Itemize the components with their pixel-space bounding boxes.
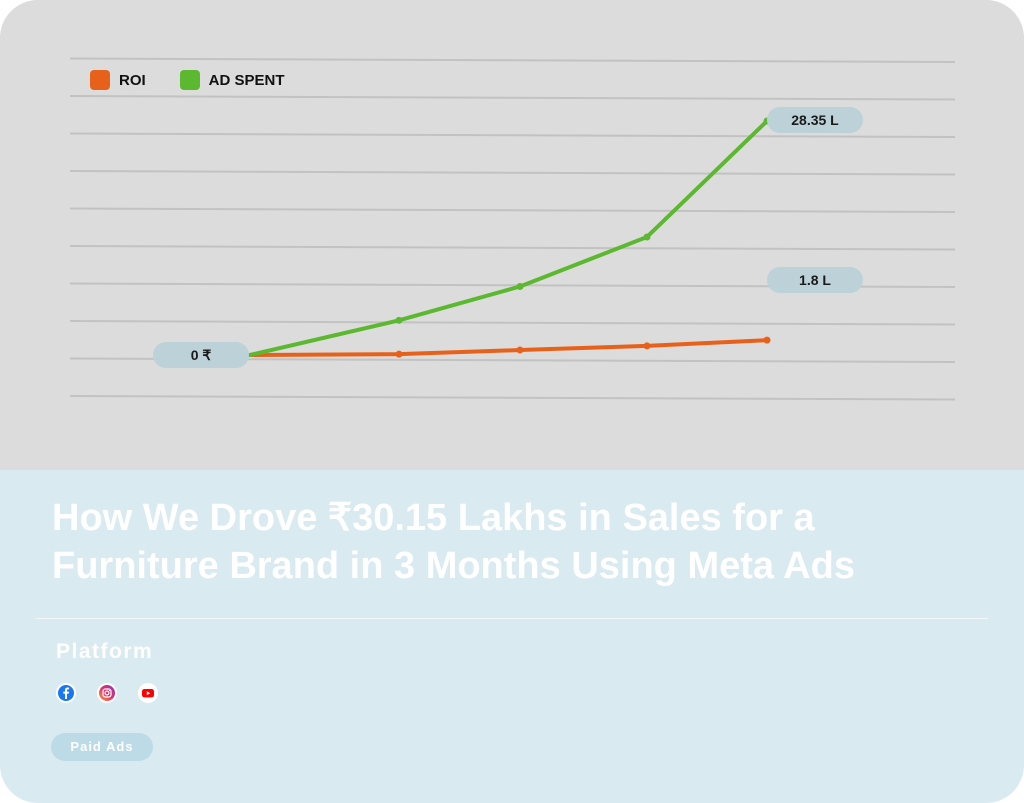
grid-line <box>69 207 956 213</box>
instagram-icon <box>97 683 117 703</box>
case-study-title[interactable]: How We Drove ₹30.15 Lakhs in Sales for a… <box>52 497 855 587</box>
chart-legend: ROI AD SPENT <box>90 70 319 90</box>
legend-swatch-roi <box>90 70 110 90</box>
data-point <box>395 316 403 324</box>
grid-line <box>69 57 956 63</box>
data-label-start: 0 ₹ <box>153 342 249 368</box>
platform-icons <box>56 683 179 703</box>
data-point <box>763 336 771 344</box>
data-label-roi-end: 1.8 L <box>767 267 863 293</box>
category-tag[interactable]: Paid Ads <box>51 733 153 761</box>
legend-label-ad-spent: AD SPENT <box>208 71 285 89</box>
legend-item-ad-spent: AD SPENT <box>179 70 285 90</box>
series-line-ad-spent <box>248 119 769 357</box>
data-label-ad-spent-end: 28.35 L <box>767 107 863 133</box>
grid-line <box>69 320 956 326</box>
line-chart <box>69 57 956 401</box>
facebook-icon <box>56 683 76 703</box>
grid-line <box>69 95 956 101</box>
legend-item-roi: ROI <box>90 70 146 90</box>
card-content: How We Drove ₹30.15 Lakhs in Sales for a… <box>0 470 1024 803</box>
platform-label: Platform <box>56 640 154 663</box>
chart-area: ROI AD SPENT 0 ₹ 28.35 L 1.8 L <box>0 0 1024 470</box>
data-point <box>643 233 651 241</box>
grid-line <box>69 245 956 251</box>
grid-lines <box>69 57 956 401</box>
grid-line <box>69 170 956 176</box>
legend-swatch-ad-spent <box>179 70 200 90</box>
divider <box>36 618 988 619</box>
series-line-roi <box>248 338 769 357</box>
data-point <box>516 282 524 290</box>
data-point <box>395 350 403 358</box>
data-point <box>643 342 651 350</box>
grid-line <box>69 132 956 138</box>
youtube-icon <box>138 683 158 703</box>
data-point <box>516 346 524 354</box>
legend-label-roi: ROI <box>119 71 146 89</box>
grid-line <box>69 395 956 401</box>
